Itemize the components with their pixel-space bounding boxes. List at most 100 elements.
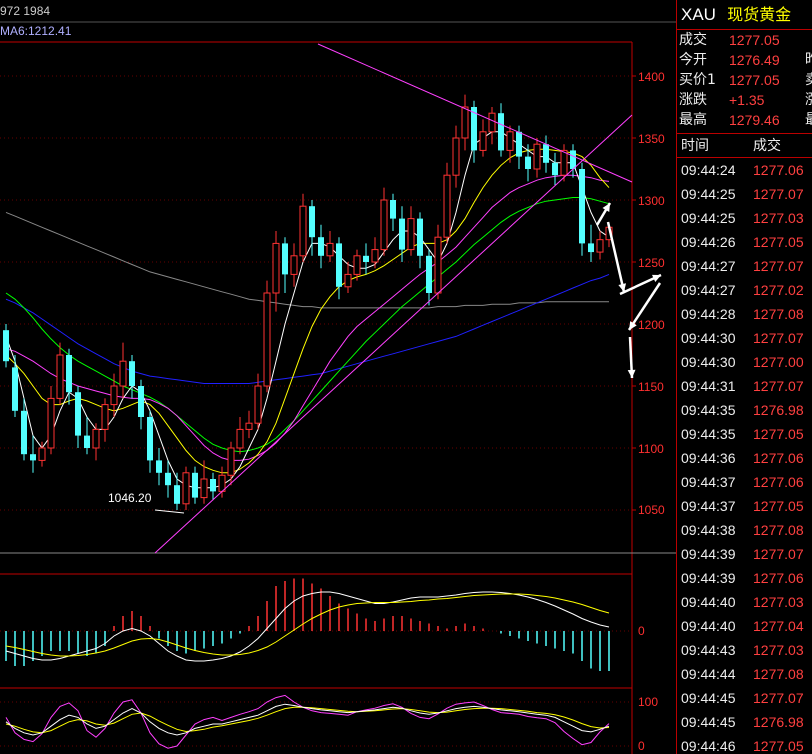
candle-body: [21, 410, 27, 455]
candle-body: [92, 428, 100, 449]
candle-body: [570, 150, 576, 169]
tick-time: 09:44:40: [681, 594, 736, 610]
candle-body: [353, 255, 361, 275]
support-trendline: [154, 114, 633, 554]
candle-body: [192, 472, 198, 498]
candle-body: [119, 360, 127, 387]
candle-body: [471, 107, 477, 151]
candle-body: [129, 361, 135, 386]
candle-body: [272, 242, 280, 294]
candle-body: [200, 478, 208, 499]
arrow-head: [629, 321, 637, 330]
candle-body: [3, 330, 9, 362]
tick-time: 09:44:25: [681, 186, 736, 202]
kdj-axis-label: 100: [638, 695, 659, 709]
tick-time: 09:44:24: [681, 162, 736, 178]
candle-body: [596, 239, 604, 253]
tick-list[interactable]: 09:44:24 1277.06 09:44:25 1277.07 09:44:25 12…: [677, 158, 812, 754]
ma6-label: MA6:1212.41: [0, 24, 72, 38]
candle-body: [498, 113, 504, 151]
tick-price: 1277.06: [753, 162, 804, 178]
quote-row-open: 今开 1276.49 昨: [677, 50, 812, 70]
tick-price: 1277.07: [753, 546, 804, 562]
quote-row-change: 涨跌 +1.35 涨: [677, 90, 812, 110]
candle-body: [363, 255, 369, 262]
forecast-arrow: [627, 282, 662, 331]
tick-price: 1277.07: [753, 378, 804, 394]
candle-body: [579, 169, 585, 244]
quote-row-high: 最高 1279.46 最: [677, 110, 812, 130]
ma-gray-line: [5, 211, 609, 309]
candle-body: [479, 131, 487, 151]
tick-time: 09:44:38: [681, 522, 736, 538]
macd-axis-label: 0: [638, 624, 645, 638]
kline-chart[interactable]: [0, 0, 676, 754]
tick-row: 09:44:27 1277.07: [677, 254, 812, 278]
ticks-header-price: 成交: [753, 138, 781, 154]
tick-time: 09:44:25: [681, 210, 736, 226]
candle-body: [110, 385, 118, 406]
tick-price: 1276.98: [753, 402, 804, 418]
candle-body: [75, 392, 81, 436]
candle-body: [560, 149, 568, 176]
tick-row: 09:44:38 1277.08: [677, 518, 812, 542]
candle-body: [488, 112, 496, 133]
candle-body: [525, 156, 531, 169]
candle-body: [66, 355, 72, 393]
tick-price: 1276.98: [753, 714, 804, 730]
arrow-head: [627, 369, 636, 378]
chart-header-text: 972 1984: [0, 4, 51, 18]
symbol-name: 现货黄金: [727, 5, 792, 24]
tick-price: 1277.03: [753, 594, 804, 610]
quote-label: 成交: [679, 32, 707, 48]
forecast-arrow: [606, 221, 626, 293]
candle-body: [461, 106, 469, 139]
tick-row: 09:44:37 1277.05: [677, 494, 812, 518]
quote-sidebar: XAU 现货黄金 成交 1277.05 今开 1276.49 昨 买价1 127…: [676, 0, 812, 754]
low-annotation-line: [154, 509, 185, 514]
ma-blue-line: [5, 273, 610, 384]
tick-row: 09:44:46 1277.05: [677, 734, 812, 754]
tick-time: 09:44:45: [681, 714, 736, 730]
quote-value: 1276.49: [729, 52, 780, 68]
candle-body: [182, 472, 190, 505]
trendline-layer: [154, 43, 633, 554]
tick-row: 09:44:43 1277.03: [677, 638, 812, 662]
tick-price: 1277.05: [753, 498, 804, 514]
tick-time: 09:44:44: [681, 666, 736, 682]
tick-time: 09:44:35: [681, 426, 736, 442]
candle-body: [38, 447, 46, 461]
tick-price: 1277.08: [753, 666, 804, 682]
tick-row: 09:44:40 1277.04: [677, 614, 812, 638]
candle-body: [390, 200, 396, 219]
chart-area[interactable]: 972 1984 MA6:1212.41 1400 1350 1300 1250…: [0, 0, 676, 754]
quote-label: 涨跌: [679, 92, 707, 108]
candle-body: [56, 354, 64, 399]
quote-row-bid: 买价1 1277.05 卖: [677, 70, 812, 90]
candle-body: [533, 143, 541, 170]
candle-body: [452, 137, 460, 176]
candle-body: [516, 131, 522, 157]
arrows-layer: [595, 202, 662, 379]
tick-price: 1277.03: [753, 642, 804, 658]
macd-layer: [5, 578, 610, 671]
quote-row-last: 成交 1277.05: [677, 30, 812, 50]
price-axis-label: 1300: [638, 194, 665, 208]
tick-row: 09:44:25 1277.07: [677, 182, 812, 206]
tick-time: 09:44:26: [681, 234, 736, 250]
tick-time: 09:44:27: [681, 282, 736, 298]
tick-row: 09:44:45 1276.98: [677, 710, 812, 734]
tick-row: 09:44:40 1277.03: [677, 590, 812, 614]
tick-price: 1277.08: [753, 522, 804, 538]
tick-price: 1277.05: [753, 738, 804, 754]
quote-value: 1277.05: [729, 72, 780, 88]
candles-layer: [3, 94, 613, 514]
resistance-trendline: [317, 43, 633, 183]
tick-time: 09:44:37: [681, 474, 736, 490]
tick-price: 1277.05: [753, 234, 804, 250]
tick-time: 09:44:40: [681, 618, 736, 634]
ma-long-line: [5, 174, 610, 461]
tick-time: 09:44:45: [681, 690, 736, 706]
candle-body: [165, 472, 171, 486]
tick-price: 1277.02: [753, 282, 804, 298]
